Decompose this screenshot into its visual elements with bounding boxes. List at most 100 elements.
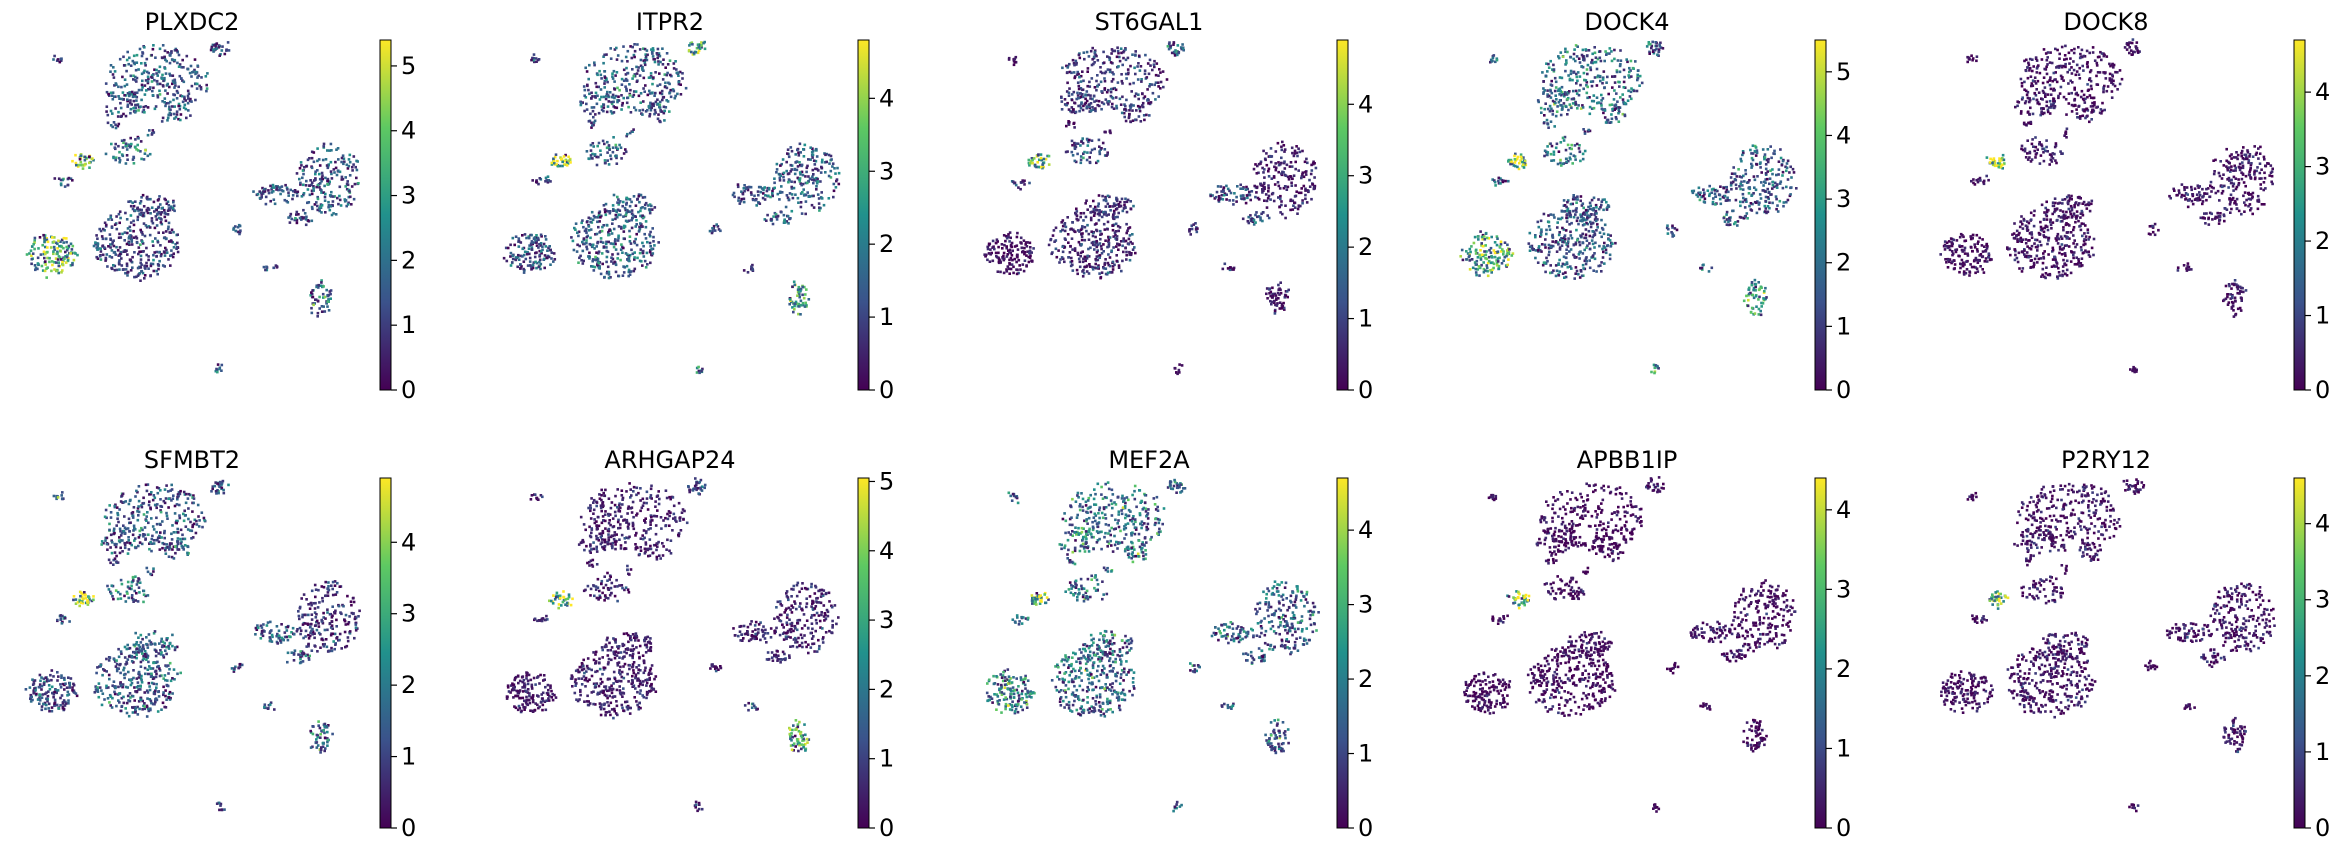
cell-point <box>1007 267 1011 271</box>
cell-point <box>127 62 130 66</box>
cell-point <box>127 237 131 240</box>
cell-point <box>599 240 603 244</box>
cell-point <box>315 185 318 189</box>
cell-point <box>165 84 169 87</box>
cell-point <box>118 210 122 213</box>
cell-point <box>691 43 694 46</box>
cell-point <box>1121 63 1124 67</box>
cell-point <box>630 200 633 204</box>
cell-point <box>1595 270 1598 273</box>
cell-point <box>1489 60 1492 64</box>
cell-point <box>1011 258 1014 262</box>
cell-point <box>65 240 68 244</box>
cell-point <box>1028 181 1031 185</box>
cell-point <box>1569 248 1573 251</box>
cell-point <box>176 241 179 245</box>
cell-point <box>1657 50 1660 54</box>
cell-point <box>836 166 839 170</box>
cell-point <box>149 212 152 215</box>
cell-point <box>134 68 138 72</box>
cell-point <box>1553 216 1556 219</box>
cell-point <box>583 88 587 92</box>
cell-point <box>711 227 714 230</box>
cell-point <box>1220 193 1224 197</box>
cell-point <box>302 183 305 187</box>
cell-point <box>304 184 308 187</box>
cell-point <box>158 82 162 86</box>
cell-point <box>1111 224 1114 227</box>
cell-point <box>811 175 814 178</box>
cell-point <box>1272 176 1276 179</box>
cell-point <box>293 190 297 194</box>
cell-point <box>650 106 653 110</box>
cell-point <box>320 310 324 313</box>
cell-point <box>1477 238 1480 241</box>
cell-point <box>742 197 746 201</box>
cell-point <box>111 112 114 115</box>
cell-point <box>660 92 664 96</box>
cell-point <box>800 183 803 187</box>
cell-point <box>1563 263 1567 266</box>
cell-point <box>803 305 807 308</box>
cell-point <box>1297 147 1300 150</box>
cell-point <box>531 263 535 267</box>
cell-point <box>614 242 617 246</box>
cell-point <box>625 201 628 205</box>
cell-point <box>1084 202 1087 205</box>
cell-point <box>330 213 334 217</box>
cell-point <box>1277 297 1280 300</box>
cell-point <box>1488 248 1491 252</box>
cell-point <box>150 219 154 223</box>
cell-point <box>1075 97 1078 101</box>
cell-point <box>163 265 166 268</box>
cell-point <box>172 246 176 249</box>
cell-point <box>1154 73 1158 77</box>
cell-point <box>284 183 287 187</box>
cell-point <box>646 93 650 97</box>
cell-point <box>1563 135 1567 139</box>
cell-point <box>1081 137 1084 140</box>
cell-point <box>589 154 593 157</box>
cell-point <box>123 239 126 242</box>
cell-point <box>669 95 673 99</box>
cell-point <box>1505 254 1508 258</box>
cell-point <box>622 45 625 48</box>
cell-point <box>1118 59 1122 63</box>
cell-point <box>1536 99 1540 102</box>
cell-point <box>127 241 130 245</box>
cell-point <box>159 203 162 206</box>
cell-point <box>1008 231 1012 234</box>
cell-point <box>169 108 172 111</box>
cell-point <box>795 160 799 163</box>
cell-point <box>652 57 655 61</box>
cell-point <box>1097 99 1101 103</box>
cell-point <box>52 252 55 256</box>
cell-point <box>1125 222 1128 226</box>
cell-point <box>1222 186 1226 189</box>
cell-point <box>1568 103 1572 106</box>
cell-point <box>125 262 129 266</box>
cell-point <box>743 184 746 187</box>
cell-point <box>138 202 142 205</box>
cell-point <box>1022 269 1026 273</box>
cell-point <box>69 177 73 180</box>
cell-point <box>780 162 783 166</box>
cell-point <box>1067 94 1071 97</box>
cell-point <box>1562 228 1566 231</box>
cell-point <box>1599 59 1603 63</box>
cell-point <box>1636 76 1640 80</box>
cell-point <box>1095 245 1099 249</box>
cell-point <box>1632 89 1636 93</box>
cell-point <box>122 112 125 116</box>
cell-point <box>1107 88 1110 92</box>
cell-point <box>158 251 161 254</box>
cell-point <box>132 229 135 233</box>
cell-point <box>152 253 155 257</box>
cell-point <box>343 198 347 201</box>
cell-point <box>1271 286 1274 290</box>
cell-point <box>310 292 314 296</box>
cell-point <box>136 215 140 219</box>
cell-point <box>1013 60 1017 64</box>
cell-point <box>623 266 627 269</box>
cell-point <box>617 99 621 102</box>
